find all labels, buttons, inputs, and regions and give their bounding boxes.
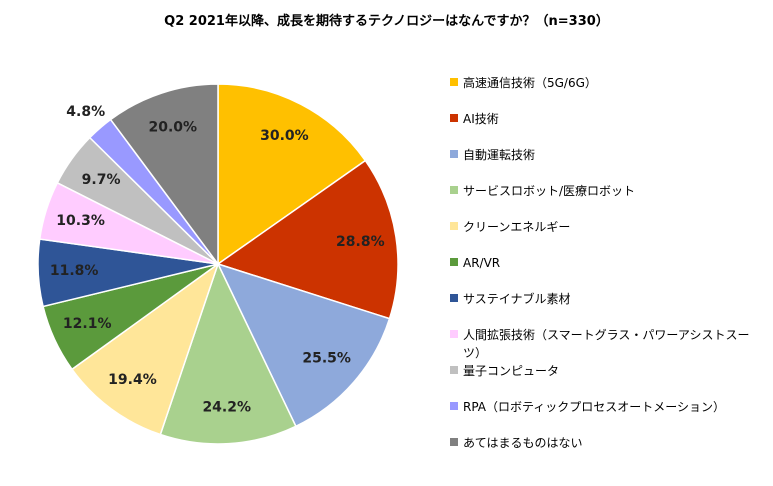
- legend-swatch: [450, 222, 458, 230]
- data-label: 10.3%: [56, 213, 105, 229]
- data-label: 19.4%: [108, 372, 157, 388]
- data-label: 30.0%: [260, 128, 309, 144]
- legend: 高速通信技術（5G/6G） AI技術自動運転技術サービスロボット/医療ロボット クリ…: [450, 74, 765, 470]
- pie-area: 30.0% 28.8% 25.5% 24.2% 19.4% 12.1% 11.8% 10.3%…: [37, 83, 399, 445]
- pie-slice: [159, 262, 297, 445]
- legend-swatch: [450, 258, 458, 266]
- legend-label: サービスロボット/医療ロボット: [463, 184, 636, 198]
- legend-swatch: [450, 438, 458, 446]
- legend-label: 高速通信技術（5G/6G）: [463, 76, 597, 90]
- data-label: 25.5%: [302, 351, 351, 367]
- legend-swatch: [450, 330, 458, 338]
- legend-swatch: [450, 150, 458, 158]
- data-label: 12.1%: [63, 316, 112, 332]
- legend-swatch: [450, 114, 458, 122]
- legend-label: AI技術: [463, 112, 499, 126]
- legend-label: サステイナブル素材: [463, 292, 571, 306]
- data-label: 11.8%: [50, 263, 99, 279]
- data-label: 28.8%: [336, 234, 385, 250]
- pie-slice: [109, 83, 219, 267]
- legend-label: あてはまるものはない: [463, 436, 583, 450]
- pie-slice: [216, 159, 399, 320]
- legend-label: 自動運転技術: [463, 148, 536, 162]
- legend-item: あてはまるものはない: [450, 434, 765, 470]
- legend-label: クリーンエネルギー: [463, 220, 571, 234]
- pie-slice: [70, 262, 220, 436]
- pie-slice: [216, 262, 391, 428]
- pie-slice: [217, 83, 367, 266]
- chart-title: Q2 2021年以降、成長を期待するテクノロジーはなんですか？（n=330）: [164, 14, 609, 29]
- legend-swatch: [450, 294, 458, 302]
- legend-item: AR/VR: [450, 254, 765, 290]
- legend-swatch: [450, 402, 458, 410]
- legend-label: AR/VR: [463, 256, 501, 270]
- legend-item: 人間拡張技術（スマートグラス・パワーアシストスーツ）: [450, 326, 765, 362]
- legend-item: 高速通信技術（5G/6G）: [450, 74, 765, 110]
- legend-item: 量子コンピュータ: [450, 362, 765, 398]
- legend-swatch: [450, 78, 458, 86]
- data-label: 9.7%: [82, 172, 121, 188]
- legend-item: サービスロボット/医療ロボット: [450, 182, 765, 218]
- legend-swatch: [450, 186, 458, 194]
- legend-item: サステイナブル素材: [450, 290, 765, 326]
- legend-swatch: [450, 366, 458, 374]
- legend-label: RPA（ロボティックプロセスオートメーション）: [463, 400, 726, 414]
- legend-label: 量子コンピュータ: [463, 364, 560, 378]
- data-label: 20.0%: [148, 119, 197, 135]
- legend-item: クリーンエネルギー: [450, 218, 765, 254]
- legend-item: AI技術: [450, 110, 765, 146]
- data-label: 4.8%: [66, 104, 105, 120]
- data-label: 24.2%: [202, 400, 251, 416]
- legend-item: 自動運転技術: [450, 146, 765, 182]
- legend-item: RPA（ロボティックプロセスオートメーション）: [450, 398, 765, 434]
- legend-label: 人間拡張技術（スマートグラス・パワーアシストスーツ）: [463, 328, 750, 360]
